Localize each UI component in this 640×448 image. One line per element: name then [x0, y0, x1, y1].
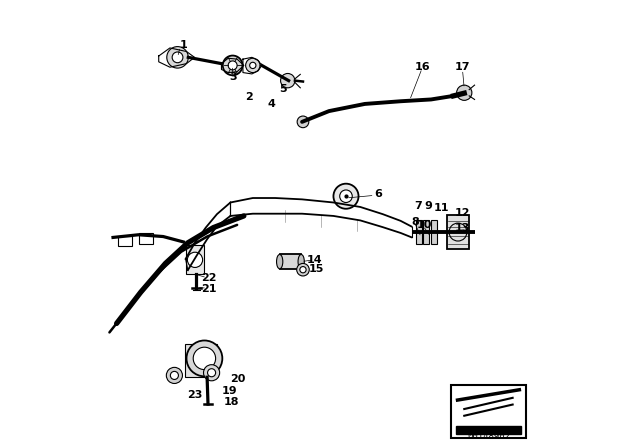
Text: 3: 3 — [230, 72, 237, 82]
Text: 20: 20 — [230, 375, 246, 384]
Circle shape — [297, 116, 309, 128]
Circle shape — [228, 61, 237, 70]
Text: 22: 22 — [201, 273, 217, 283]
Circle shape — [204, 365, 220, 381]
Circle shape — [193, 347, 216, 370]
Circle shape — [207, 369, 216, 377]
Text: 12: 12 — [454, 208, 470, 218]
Text: 15: 15 — [309, 264, 324, 274]
Circle shape — [300, 267, 306, 273]
Bar — [280, 254, 301, 269]
Circle shape — [250, 62, 256, 69]
Bar — [431, 220, 437, 244]
Circle shape — [167, 47, 188, 68]
Text: 00148902: 00148902 — [467, 432, 510, 441]
Circle shape — [297, 263, 309, 276]
Text: 9: 9 — [424, 201, 433, 211]
Bar — [186, 245, 204, 274]
Text: 16: 16 — [414, 62, 430, 72]
Text: 2: 2 — [245, 92, 253, 102]
Circle shape — [188, 252, 203, 267]
Text: 17: 17 — [454, 62, 470, 72]
Text: 1: 1 — [179, 40, 188, 50]
Bar — [423, 220, 429, 244]
Bar — [185, 344, 217, 377]
Polygon shape — [456, 426, 521, 434]
Circle shape — [456, 85, 472, 100]
Circle shape — [170, 371, 179, 379]
Circle shape — [333, 184, 358, 209]
Circle shape — [280, 73, 295, 88]
Text: 11: 11 — [434, 203, 450, 213]
Bar — [416, 220, 422, 244]
Text: 18: 18 — [224, 397, 239, 407]
Text: 21: 21 — [201, 284, 217, 294]
Text: 23: 23 — [187, 390, 202, 400]
Text: 14: 14 — [307, 255, 323, 265]
Text: 4: 4 — [268, 99, 276, 109]
Circle shape — [186, 340, 222, 376]
Text: 7: 7 — [414, 201, 422, 211]
Text: 19: 19 — [221, 386, 237, 396]
Circle shape — [223, 56, 243, 75]
Circle shape — [246, 58, 260, 73]
Ellipse shape — [298, 254, 305, 269]
Bar — [451, 385, 526, 438]
Circle shape — [340, 190, 352, 202]
Text: 5: 5 — [280, 84, 287, 94]
Bar — [447, 215, 468, 249]
Circle shape — [166, 367, 182, 383]
Text: 13: 13 — [455, 224, 470, 233]
Text: 10: 10 — [417, 220, 432, 230]
Bar — [140, 233, 153, 244]
Ellipse shape — [276, 254, 283, 269]
Text: 6: 6 — [374, 190, 382, 199]
Bar — [118, 236, 132, 246]
Circle shape — [172, 52, 183, 63]
Text: 8: 8 — [411, 217, 419, 227]
